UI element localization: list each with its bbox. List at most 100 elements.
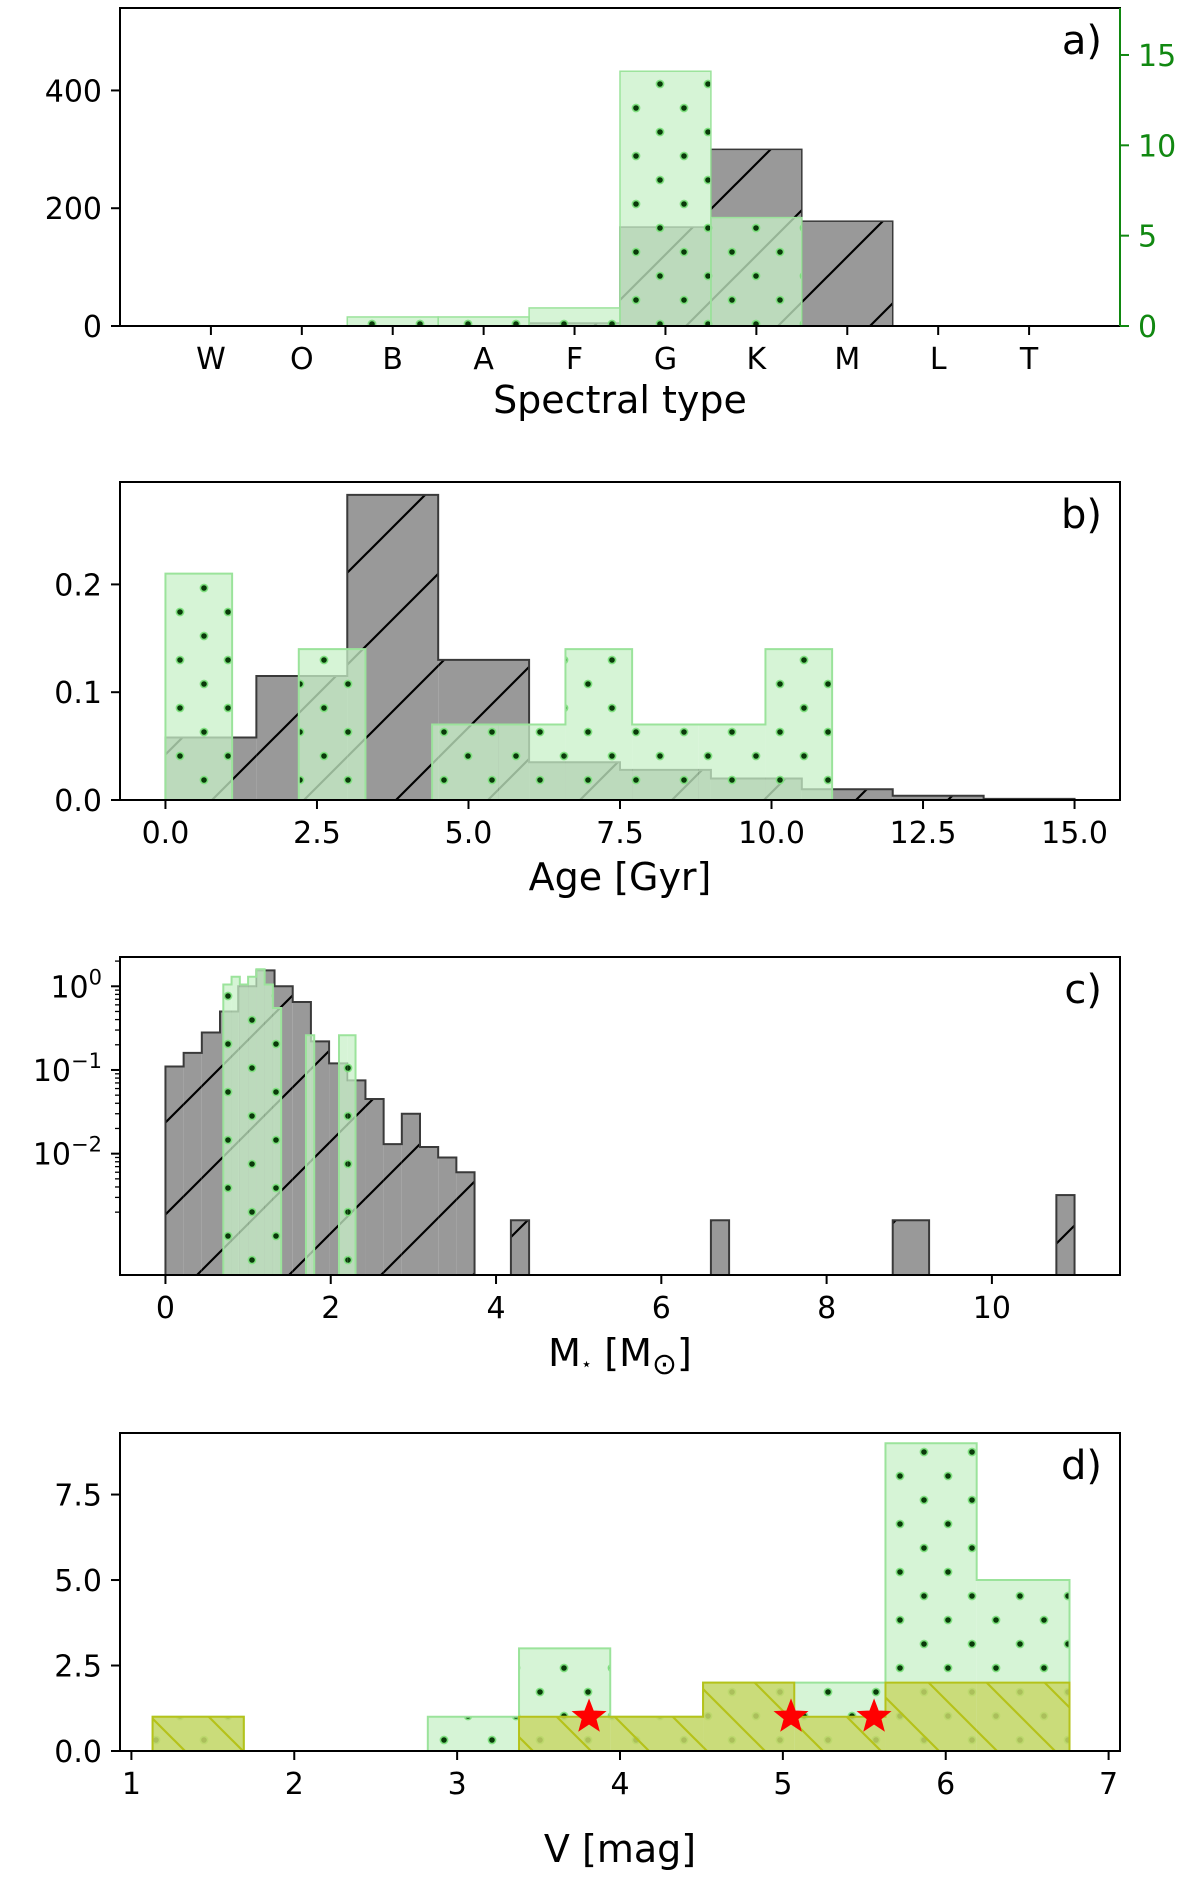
c-xlabel: M⋆ [M⊙]: [548, 1331, 692, 1382]
c-xtick-1-label: 2: [321, 1291, 340, 1326]
c-gray-outline: [164, 969, 511, 1276]
d-stars: [571, 1698, 892, 1732]
b-xlabel: Age [Gyr]: [529, 855, 712, 899]
d-xlabel: V [mag]: [544, 1827, 696, 1871]
b-panel-label: b): [1061, 492, 1102, 538]
b-green-bar-9: [765, 649, 833, 800]
a-green-bar-4: [710, 217, 802, 326]
d-olive-bar-6: [703, 1682, 795, 1751]
d-ytick-2-label: 5.0: [54, 1564, 102, 1599]
b-xtick-4-label: 10.0: [738, 816, 805, 851]
c-xtick-4-label: 8: [817, 1291, 836, 1326]
b-xtick-3-label: 7.5: [596, 816, 644, 851]
c-green-bar-10: [305, 1035, 315, 1275]
c-frame: [119, 956, 1121, 1276]
d-xtick-6-label: 7: [1099, 1767, 1118, 1802]
b-green-bar-8: [698, 724, 766, 800]
c-ytick-0-label: 100: [50, 965, 102, 1005]
a-y2tick-5-label: 5: [1138, 220, 1157, 255]
c-gray-bar-12: [383, 1144, 402, 1275]
a-y2tick-15-label: 15: [1138, 39, 1176, 74]
c-xtick-5-label: 10: [973, 1291, 1011, 1326]
d-ytick-3-label: 7.5: [54, 1479, 102, 1514]
b-green-bar-5: [498, 724, 566, 800]
c-gray-extra-bar-3: [1056, 1195, 1075, 1275]
c-gray-bar-1: [183, 1052, 202, 1275]
a-xtick-O-label: O: [290, 342, 314, 377]
b-green-bar-2: [298, 649, 366, 800]
d-xticks: 1 2 3 4 5 6 7: [122, 1751, 1118, 1802]
c-green-bar-15: [347, 1035, 356, 1275]
a-bars: [346, 70, 894, 327]
b-green-bar-6: [565, 649, 633, 800]
d-olive-bar-7: [794, 1716, 886, 1751]
b-xtick-5-label: 12.5: [890, 816, 957, 851]
a-ytick-0-label: 0: [83, 310, 102, 345]
c-gray-bar-0: [165, 1066, 184, 1275]
d-star-marker-1: [773, 1698, 809, 1732]
b-gray-bar-7: [801, 789, 893, 800]
b-xtick-2-label: 5.0: [445, 816, 493, 851]
d-bars: [151, 1442, 1071, 1752]
d-green-bar-3: [427, 1716, 520, 1751]
d-xtick-2-label: 3: [448, 1767, 467, 1802]
d-xtick-4-label: 5: [773, 1767, 792, 1802]
b-xticks: 0.0 2.5 5.0 7.5 10.0 12.5 15.0: [142, 800, 1108, 851]
a-xlabel: Spectral type: [493, 378, 747, 422]
a-green-bar-0: [347, 316, 439, 326]
a-y2ticks: 0 5 10 15: [1119, 8, 1176, 345]
c-green-bar-3: [248, 976, 257, 1275]
a-xtick-W-label: W: [196, 342, 226, 377]
a-green-bar-2: [529, 307, 620, 326]
c-green-bar-2: [239, 984, 249, 1275]
panel-d: 1 2 3 4 5 6 7 0.0 2.5 5.0 7.5 d) V [mag]: [54, 1432, 1121, 1871]
b-ytick-2-label: 0.2: [54, 568, 102, 603]
d-panel-label: d): [1061, 1443, 1102, 1489]
b-green-bar-7: [632, 724, 699, 800]
c-gray-bar-16: [456, 1172, 475, 1275]
a-xtick-L-label: L: [930, 342, 947, 377]
d-xtick-1-label: 2: [285, 1767, 304, 1802]
b-green-bar-0: [165, 573, 233, 800]
c-gray-extra-bar-1: [710, 1220, 730, 1275]
c-green-bar-6: [272, 1008, 282, 1275]
c-xlabel-open: [M: [592, 1331, 652, 1375]
b-ytick-0-label: 0.0: [54, 784, 102, 819]
c-ytick-2-label: 10−2: [33, 1133, 102, 1173]
d-ytick-0-label: 0.0: [54, 1735, 102, 1770]
d-xtick-5-label: 6: [936, 1767, 955, 1802]
d-olive-outline: [151, 1681, 1071, 1752]
d-star-marker-0: [571, 1698, 607, 1732]
panel-b: 0.0 2.5 5.0 7.5 10.0 12.5 15.0 0.0 0.1 0.2 b) Ag…: [54, 481, 1121, 899]
c-gray-extra-bar-0: [510, 1220, 530, 1275]
c-gray-bar-8: [310, 1041, 330, 1275]
d-star-marker-2: [856, 1698, 892, 1732]
c-xtick-2-label: 4: [486, 1291, 505, 1326]
panel-a: W O B A F G K M L T 0 200 400 0 5 10 15 a) Spectral ty…: [45, 7, 1176, 422]
c-xlabel-close: ]: [677, 1331, 692, 1375]
c-green-bar-4: [256, 969, 265, 1275]
a-y2tick-0-label: 0: [1138, 310, 1157, 345]
a-xtick-F-label: F: [566, 342, 583, 377]
a-green-bar-1: [438, 316, 530, 326]
c-panel-label: c): [1064, 967, 1102, 1013]
d-olive-bar-9: [976, 1682, 1070, 1751]
c-bars: [164, 968, 1076, 1277]
a-xtick-G-label: G: [654, 342, 677, 377]
c-gray-bar-2: [201, 1032, 220, 1275]
a-ytick-400-label: 400: [45, 74, 102, 109]
a-gray-bar-3: [801, 221, 893, 326]
c-green-bar-5: [264, 984, 273, 1275]
c-green-bar-0: [223, 984, 232, 1275]
b-gray-bar-8: [892, 795, 984, 800]
c-gray-bar-15: [438, 1157, 457, 1275]
d-yticks: 0.0 2.5 5.0 7.5: [54, 1479, 120, 1770]
c-xtick-0-label: 0: [156, 1291, 175, 1326]
c-green-bar-14: [339, 1035, 348, 1275]
c-green-bar-1: [231, 976, 240, 1275]
c-green-outline: [222, 968, 364, 1276]
d-xtick-0-label: 1: [122, 1767, 141, 1802]
c-xticks: 0 2 4 6 8 10: [156, 1275, 1011, 1326]
c-ytick-1-label: 10−1: [33, 1049, 102, 1089]
